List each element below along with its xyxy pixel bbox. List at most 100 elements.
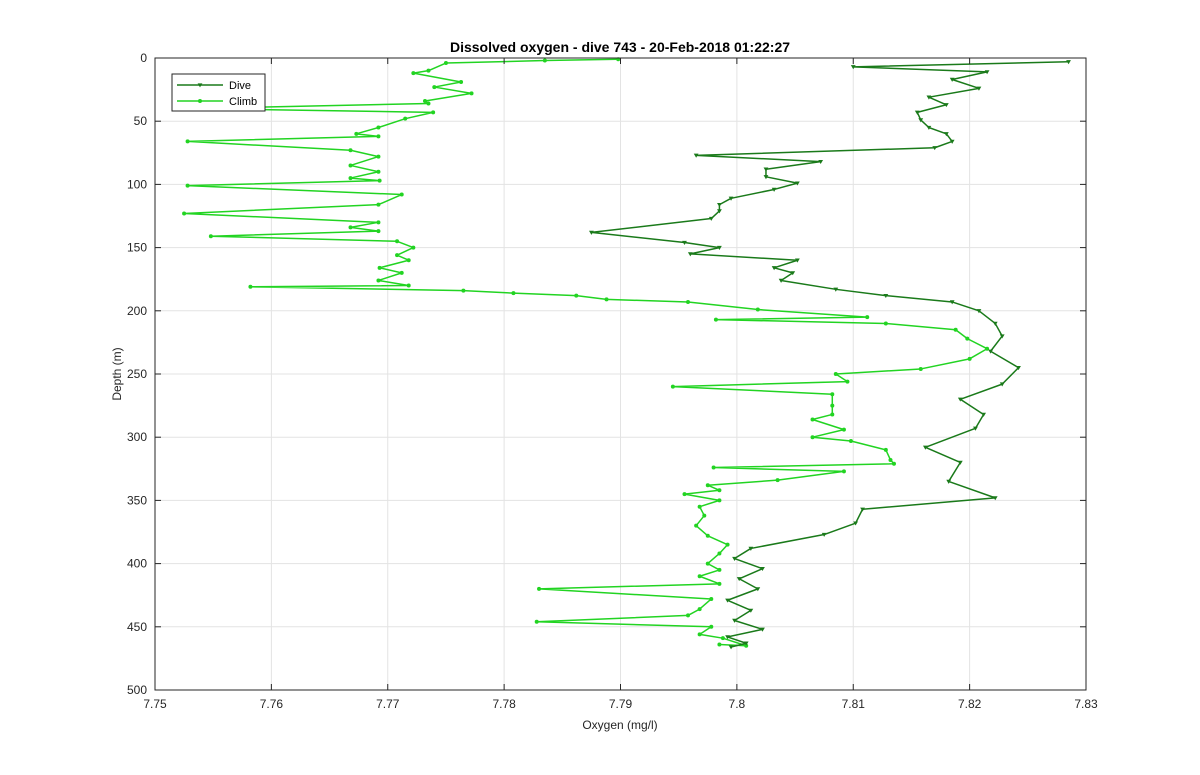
data-point-dive [794, 258, 800, 263]
y-tick-label: 50 [134, 114, 148, 128]
data-point-climb [810, 435, 815, 440]
data-point-dive [794, 181, 800, 186]
data-point-climb [354, 131, 359, 136]
data-point-climb [717, 551, 722, 556]
x-tick-label: 7.76 [260, 697, 284, 711]
data-point-dive [1016, 366, 1021, 371]
legend: Dive Climb [171, 73, 266, 112]
data-point-climb [965, 336, 970, 341]
data-point-dive [732, 618, 737, 623]
data-point-dive [946, 479, 952, 484]
y-tick-label: 400 [127, 557, 147, 571]
x-tick-label: 7.82 [958, 697, 982, 711]
data-point-climb [670, 384, 675, 389]
plot-area [182, 57, 1071, 650]
data-point-dive [992, 496, 998, 501]
data-point-climb [399, 192, 404, 197]
data-point-climb [709, 624, 714, 629]
data-point-climb [537, 586, 542, 591]
data-point-dive [589, 230, 594, 235]
data-point-climb [755, 307, 760, 312]
data-point-climb [426, 68, 431, 73]
x-axis-label: Oxygen (mg/l) [582, 718, 657, 732]
data-point-climb [376, 154, 381, 159]
data-point-dive [943, 132, 949, 137]
series-climb [182, 57, 990, 648]
data-point-dive [717, 202, 722, 208]
data-point-climb [376, 134, 381, 139]
data-point-climb [883, 321, 888, 326]
data-point-climb [376, 278, 381, 283]
data-point-dive [743, 641, 749, 646]
data-point-climb [376, 169, 381, 174]
data-point-dive [728, 196, 734, 201]
data-point-climb [406, 258, 411, 263]
data-point-climb [208, 234, 213, 239]
data-point-climb [443, 61, 448, 66]
data-point-climb [697, 504, 702, 509]
data-point-climb [534, 619, 539, 624]
data-point-climb [411, 245, 416, 250]
data-point-climb [883, 447, 888, 452]
data-point-climb [685, 613, 690, 618]
data-point-climb [377, 265, 382, 270]
data-point-dive [914, 110, 920, 115]
data-point-dive [717, 209, 722, 214]
data-point-climb [711, 465, 716, 470]
data-point-climb [348, 176, 353, 181]
x-tick-label: 7.75 [143, 697, 167, 711]
data-point-climb [511, 291, 516, 296]
data-point-dive [926, 125, 932, 130]
data-point-climb [845, 379, 850, 384]
data-point-climb [461, 288, 466, 293]
data-point-dive [708, 216, 714, 221]
y-tick-label: 200 [127, 304, 147, 318]
x-tick-label: 7.81 [842, 697, 866, 711]
data-point-climb [459, 80, 464, 85]
data-point-dive [760, 566, 765, 572]
data-point-climb [717, 567, 722, 572]
data-point-climb [717, 488, 722, 493]
data-point-dive [949, 139, 955, 144]
data-point-climb [542, 58, 547, 63]
data-point-climb [431, 110, 436, 115]
data-point-climb [182, 211, 187, 216]
data-point-dive [778, 278, 784, 283]
data-point-climb [248, 284, 253, 289]
data-point-climb [574, 293, 579, 298]
data-point-dive [923, 445, 928, 450]
data-point-dive [984, 70, 990, 75]
data-point-climb [717, 498, 722, 503]
data-point-dive [725, 635, 730, 640]
chart-title: Dissolved oxygen - dive 743 - 20-Feb-201… [450, 39, 790, 55]
data-point-climb [399, 270, 404, 275]
y-tick-label: 0 [140, 51, 147, 65]
data-point-dive [981, 412, 986, 417]
data-point-climb [348, 163, 353, 168]
data-point-dive [992, 321, 998, 326]
data-point-climb [705, 483, 710, 488]
data-point-dive [771, 187, 777, 192]
data-point-climb [469, 91, 474, 96]
data-point-climb [377, 178, 382, 183]
data-point-climb [406, 283, 411, 288]
data-point-climb [841, 427, 846, 432]
data-point-dive [860, 507, 865, 512]
data-point-dive [1066, 60, 1071, 65]
data-point-dive [763, 167, 769, 172]
data-point-climb [717, 642, 722, 647]
data-point-climb [830, 412, 835, 417]
data-point-climb [395, 253, 400, 258]
data-point-climb [775, 478, 780, 483]
data-point-climb [426, 101, 431, 106]
legend-box [171, 73, 266, 112]
data-point-climb [682, 492, 687, 497]
data-point-dive [976, 309, 982, 314]
data-point-dive [949, 77, 955, 82]
data-point-dive [755, 587, 761, 592]
data-point-climb [697, 607, 702, 612]
data-point-climb [185, 139, 190, 144]
data-point-climb [985, 346, 990, 351]
data-point-climb [376, 229, 381, 234]
